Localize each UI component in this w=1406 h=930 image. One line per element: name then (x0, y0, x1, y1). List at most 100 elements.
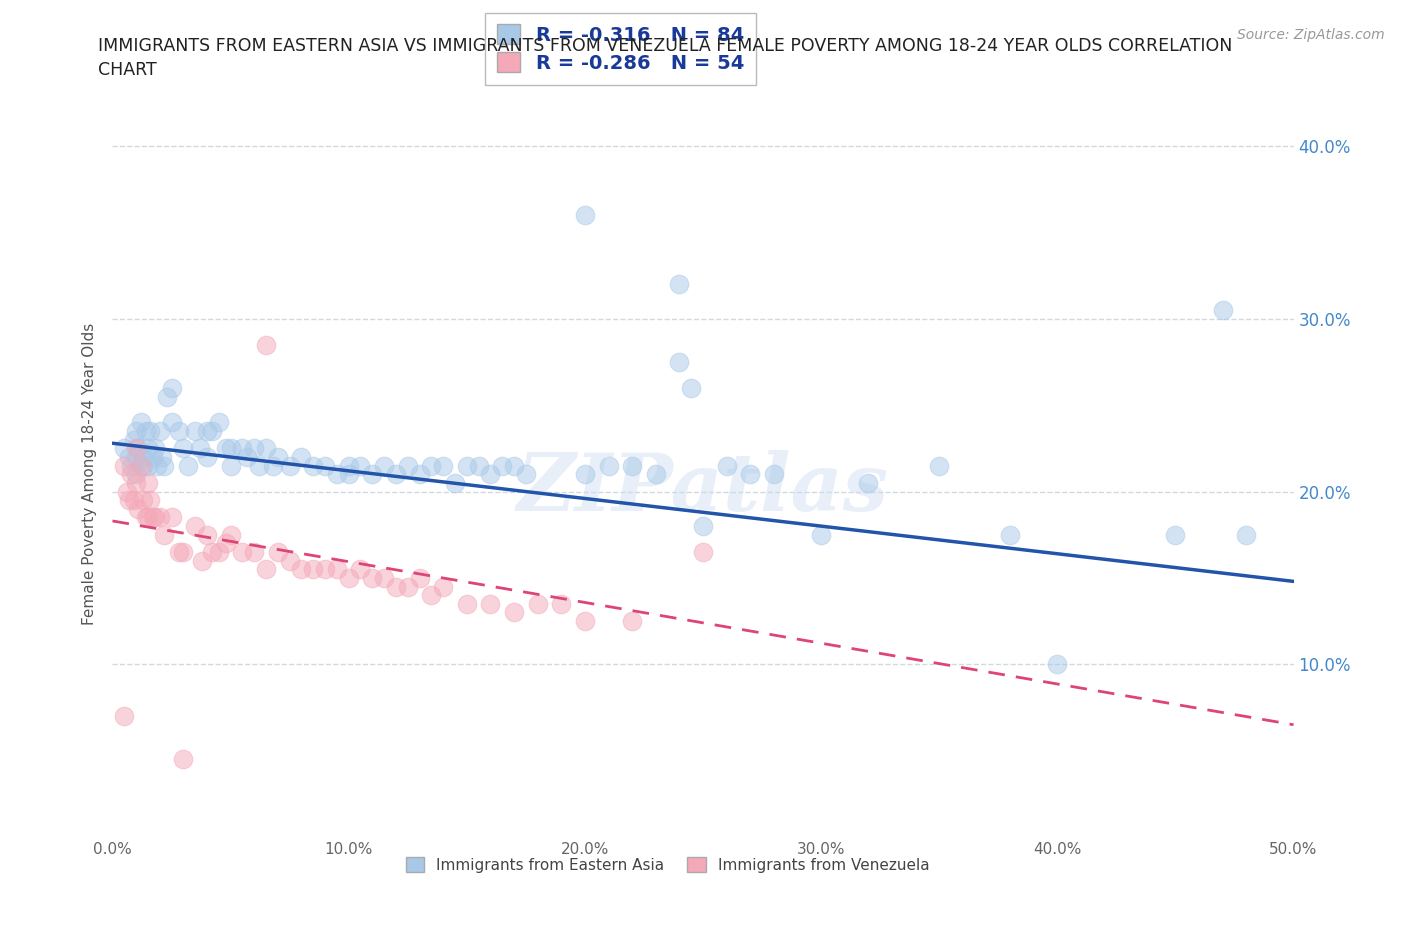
Point (267, 545, 290, 560)
Point (621, 458, 644, 473)
Point (129, 415, 152, 430)
Point (135, 510, 157, 525)
Point (1046, 657, 1069, 671)
Point (762, 467, 785, 482)
Point (740, 467, 762, 482)
Point (139, 424, 162, 439)
Point (1234, 527, 1257, 542)
Point (112, 709, 135, 724)
Point (156, 389, 179, 404)
Point (385, 579, 408, 594)
Point (408, 570, 430, 585)
Point (668, 354, 690, 369)
Point (160, 380, 183, 395)
Point (132, 449, 155, 464)
Point (267, 449, 290, 464)
Point (127, 501, 149, 516)
Point (456, 458, 478, 473)
Point (302, 562, 325, 577)
Point (574, 207, 596, 222)
Point (125, 424, 148, 439)
Point (1212, 303, 1234, 318)
Point (201, 424, 224, 439)
Point (302, 458, 325, 473)
Point (444, 475, 467, 490)
Text: ZIPatlas: ZIPatlas (517, 450, 889, 527)
Point (326, 562, 349, 577)
Point (129, 458, 152, 473)
Point (195, 424, 218, 439)
Point (136, 475, 159, 490)
Point (574, 614, 596, 629)
Point (118, 493, 141, 508)
Point (998, 527, 1021, 542)
Point (112, 458, 135, 473)
Point (314, 562, 336, 577)
Point (184, 424, 207, 439)
Point (692, 545, 714, 560)
Point (349, 458, 371, 473)
Point (127, 441, 149, 456)
Point (219, 458, 242, 473)
Point (125, 467, 148, 482)
Point (420, 458, 443, 473)
Point (115, 485, 138, 499)
Text: Source: ZipAtlas.com: Source: ZipAtlas.com (1237, 28, 1385, 42)
Point (278, 458, 301, 473)
Point (491, 458, 513, 473)
Point (191, 553, 214, 568)
Point (125, 475, 148, 490)
Point (184, 519, 207, 534)
Point (326, 467, 349, 482)
Point (290, 562, 312, 577)
Point (254, 338, 277, 352)
Point (167, 545, 190, 560)
Point (188, 441, 211, 456)
Point (118, 449, 141, 464)
Point (219, 527, 242, 542)
Point (456, 596, 478, 611)
Point (526, 596, 548, 611)
Point (396, 579, 419, 594)
Point (125, 449, 148, 464)
Point (160, 415, 183, 430)
Point (290, 449, 312, 464)
Point (208, 545, 231, 560)
Point (479, 596, 502, 611)
Point (208, 415, 231, 430)
Point (373, 458, 395, 473)
Point (337, 467, 360, 482)
Point (337, 570, 360, 585)
Point (928, 458, 950, 473)
Point (215, 536, 238, 551)
Point (139, 493, 162, 508)
Point (122, 493, 145, 508)
Point (215, 441, 238, 456)
Point (195, 449, 218, 464)
Point (136, 458, 159, 473)
Point (467, 458, 489, 473)
Point (598, 458, 620, 473)
Point (373, 570, 395, 585)
Point (172, 545, 194, 560)
Point (120, 467, 142, 482)
Point (219, 441, 242, 456)
Point (125, 441, 148, 456)
Point (550, 596, 572, 611)
Point (177, 458, 200, 473)
Point (136, 441, 159, 456)
Point (136, 510, 159, 525)
Point (858, 475, 880, 490)
Point (160, 510, 183, 525)
Point (432, 579, 454, 594)
Point (479, 467, 502, 482)
Point (337, 458, 360, 473)
Point (150, 449, 173, 464)
Point (146, 458, 169, 473)
Point (692, 519, 714, 534)
Point (243, 545, 266, 560)
Point (314, 458, 336, 473)
Point (668, 277, 690, 292)
Point (621, 614, 644, 629)
Point (278, 553, 301, 568)
